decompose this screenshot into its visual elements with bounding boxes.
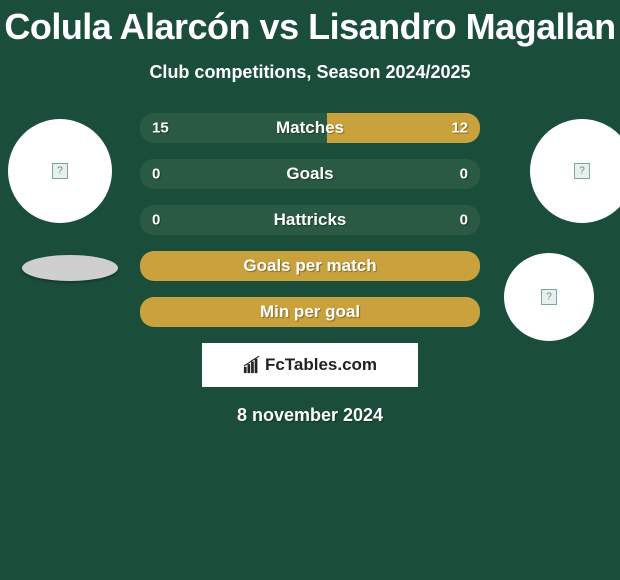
- stat-value-left: 0: [152, 212, 160, 229]
- placeholder-image-icon: [541, 289, 557, 305]
- stat-row: Min per goal: [140, 297, 480, 327]
- page-title: Colula Alarcón vs Lisandro Magallan: [0, 0, 620, 48]
- stat-value-right: 0: [460, 212, 468, 229]
- stat-label: Goals: [286, 164, 333, 184]
- stat-row: Hattricks 0 0: [140, 205, 480, 235]
- stat-label: Hattricks: [274, 210, 347, 230]
- vs-text: vs: [260, 6, 299, 47]
- player1-avatar: [8, 119, 112, 223]
- player2-club-avatar: [504, 253, 594, 341]
- logo-text: FcTables.com: [265, 355, 377, 375]
- stat-value-left: 0: [152, 166, 160, 183]
- logo-box: FcTables.com: [202, 343, 418, 387]
- stat-row: Goals per match: [140, 251, 480, 281]
- content-area: Matches 15 12 Goals 0 0 Hattricks 0 0 Goals per m…: [0, 113, 620, 426]
- player2-avatar: [530, 119, 620, 223]
- shadow-disc: [22, 255, 118, 281]
- stat-row: Goals 0 0: [140, 159, 480, 189]
- chart-icon: [243, 356, 261, 374]
- stat-label: Matches: [276, 118, 344, 138]
- stat-bars: Matches 15 12 Goals 0 0 Hattricks 0 0 Goals per m…: [140, 113, 480, 327]
- stat-label: Goals per match: [243, 256, 376, 276]
- subtitle: Club competitions, Season 2024/2025: [0, 62, 620, 83]
- stat-label: Min per goal: [260, 302, 360, 322]
- player2-name: Lisandro Magallan: [308, 6, 616, 47]
- player1-name: Colula Alarcón: [4, 6, 250, 47]
- stat-value-right: 0: [460, 166, 468, 183]
- date-text: 8 november 2024: [0, 405, 620, 426]
- stat-value-left: 15: [152, 120, 169, 137]
- stat-value-right: 12: [451, 120, 468, 137]
- placeholder-image-icon: [574, 163, 590, 179]
- stat-row: Matches 15 12: [140, 113, 480, 143]
- placeholder-image-icon: [52, 163, 68, 179]
